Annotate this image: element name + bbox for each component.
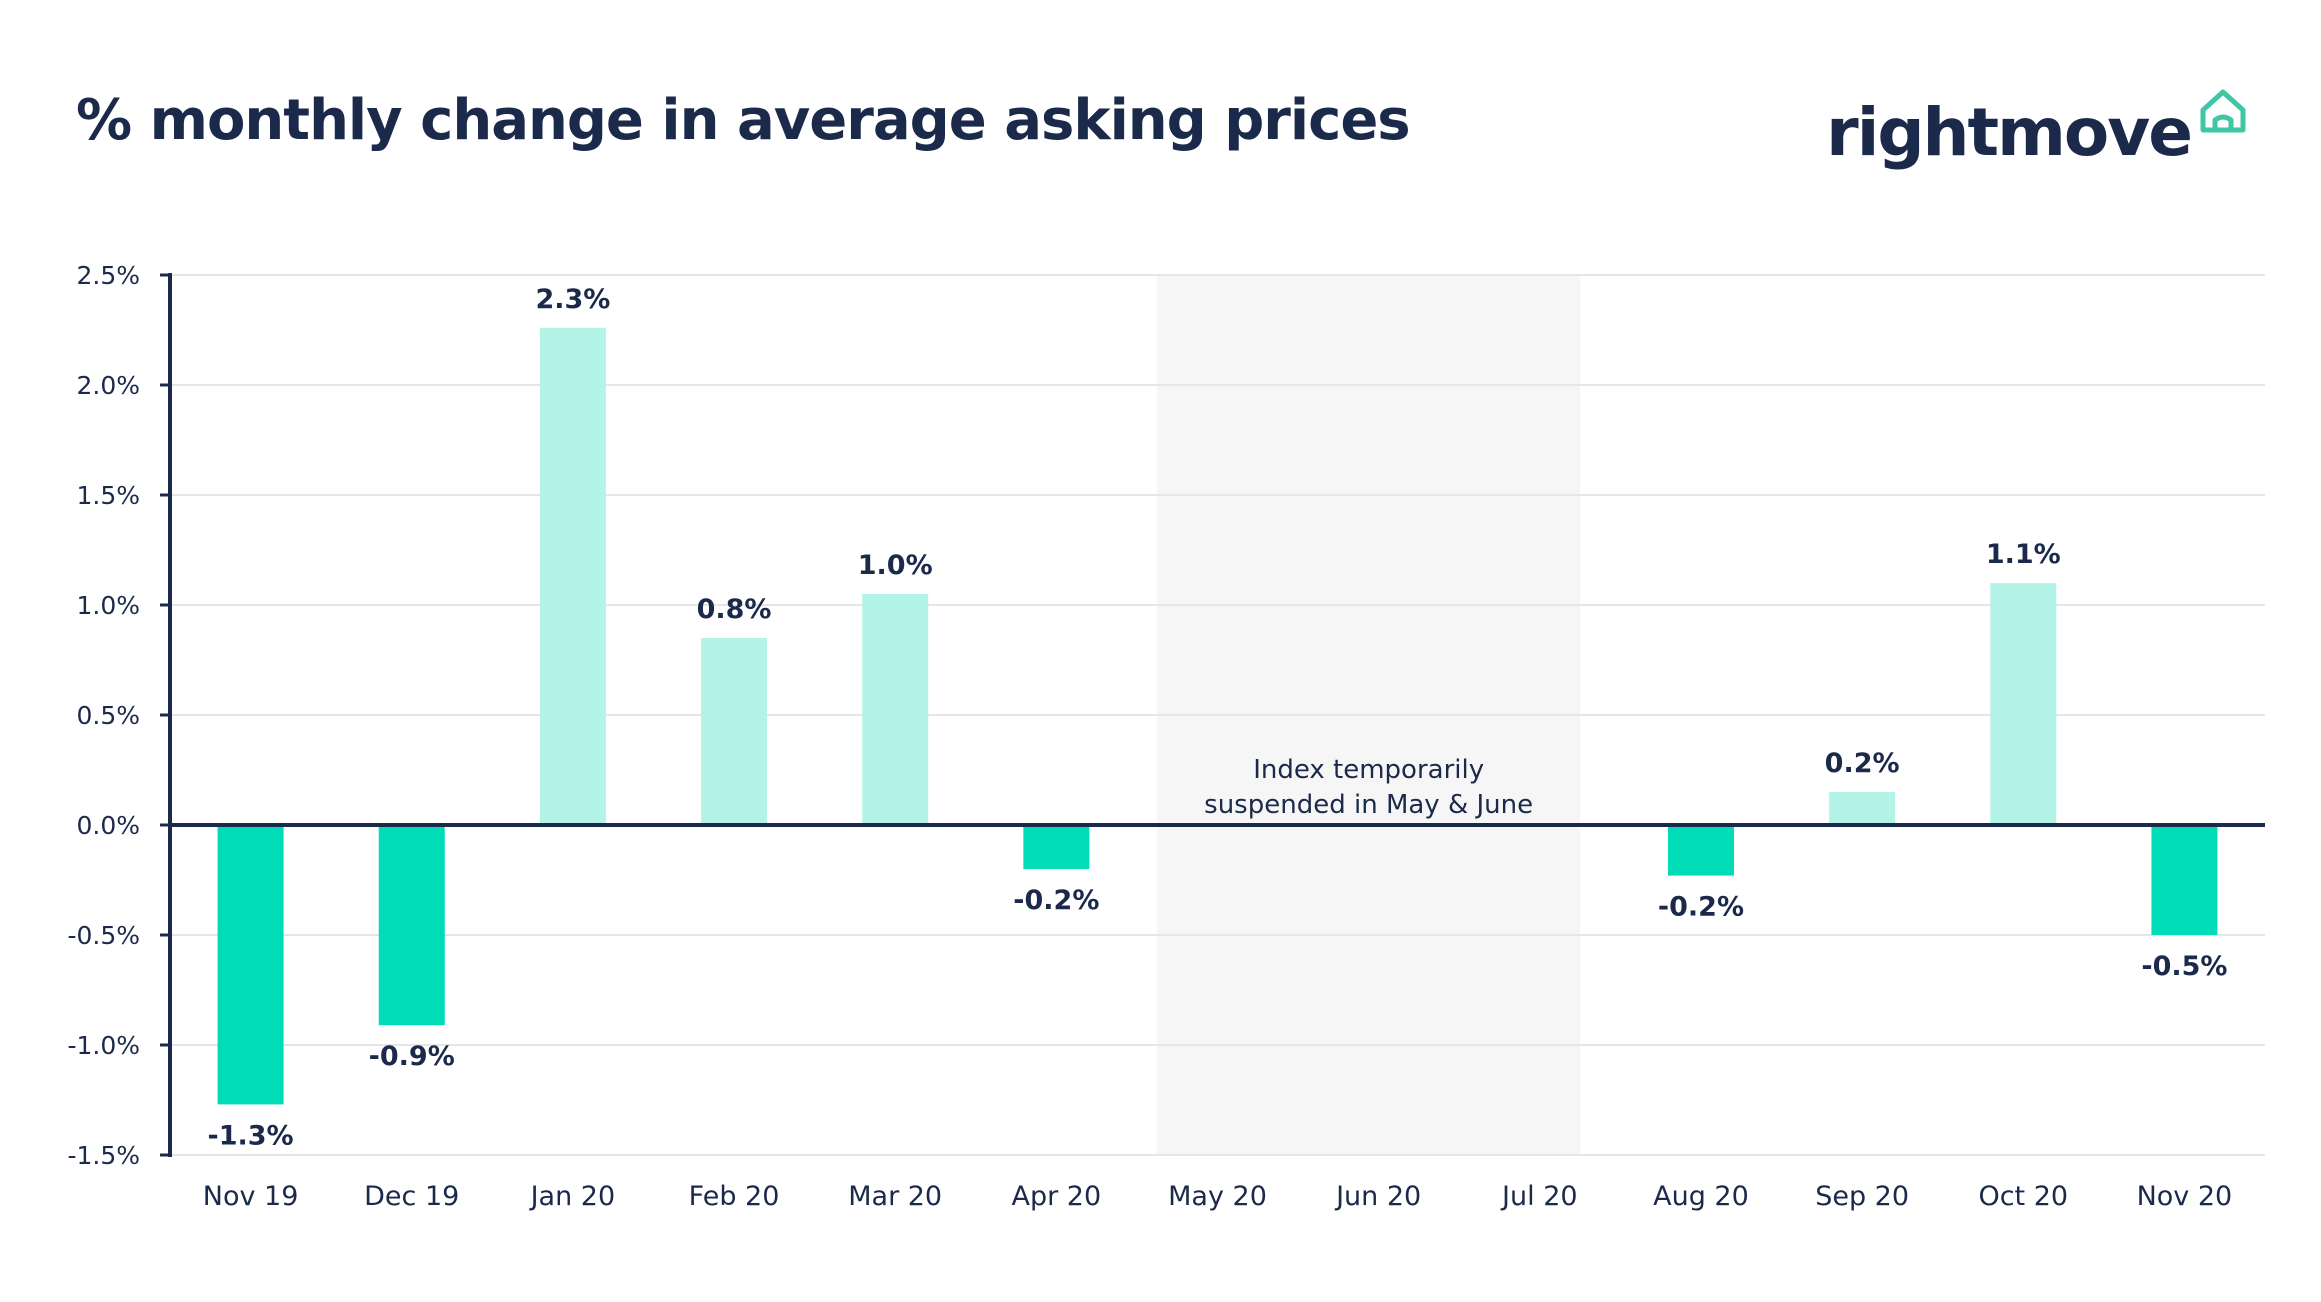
rightmove-logo[interactable]: rightmove [1826, 86, 2249, 166]
x-tick-label: Jul 20 [1500, 1181, 1578, 1212]
y-tick-label: 2.0% [76, 371, 140, 400]
bar [217, 825, 284, 1105]
x-tick-label: Feb 20 [689, 1181, 780, 1212]
bar [2151, 825, 2218, 935]
logo-wordmark: rightmove [1826, 94, 2193, 171]
data-label: -0.5% [2141, 951, 2227, 982]
data-label: -0.9% [369, 1041, 455, 1072]
x-tick-label: Dec 19 [364, 1181, 459, 1212]
y-tick-label: -1.5% [67, 1141, 140, 1170]
x-tick-label: Mar 20 [848, 1181, 942, 1212]
house-outline-icon [2200, 89, 2246, 133]
bar [862, 594, 929, 825]
x-tick-label: Oct 20 [1978, 1181, 2068, 1212]
data-label: 2.3% [535, 284, 610, 315]
data-label: -0.2% [1658, 892, 1744, 923]
data-label: 1.0% [858, 550, 933, 581]
bar [701, 638, 768, 825]
suspension-annotation: suspended in May & June [1204, 790, 1533, 820]
bar [1667, 825, 1734, 876]
suspension-annotation: Index temporarily [1253, 755, 1484, 785]
y-tick-label: 0.0% [76, 811, 140, 840]
x-tick-label: Sep 20 [1815, 1181, 1909, 1212]
bar [378, 825, 445, 1026]
data-label: -1.3% [208, 1120, 294, 1151]
y-tick-label: 1.0% [76, 591, 140, 620]
x-tick-label: Apr 20 [1012, 1181, 1102, 1212]
x-tick-label: Jun 20 [1334, 1181, 1421, 1212]
x-tick-label: Aug 20 [1653, 1181, 1749, 1212]
chart-title: % monthly change in average asking price… [76, 88, 1411, 153]
y-tick-label: 1.5% [76, 481, 140, 510]
x-tick-label: May 20 [1168, 1181, 1267, 1212]
data-label: 0.8% [697, 594, 772, 625]
y-tick-label: 0.5% [76, 701, 140, 730]
x-tick-label: Nov 19 [203, 1181, 299, 1212]
bar [539, 327, 606, 825]
data-label: 1.1% [1986, 539, 2061, 570]
y-tick-label: -0.5% [67, 921, 140, 950]
y-tick-label: -1.0% [67, 1031, 140, 1060]
y-tick-label: 2.5% [76, 261, 140, 290]
data-label: -0.2% [1013, 885, 1099, 916]
x-tick-label: Jan 20 [529, 1181, 616, 1212]
bar [1829, 792, 1896, 825]
data-label: 0.2% [1825, 748, 1900, 779]
bar [1990, 583, 2057, 825]
bar [1023, 825, 1090, 869]
x-tick-label: Nov 20 [2137, 1181, 2233, 1212]
